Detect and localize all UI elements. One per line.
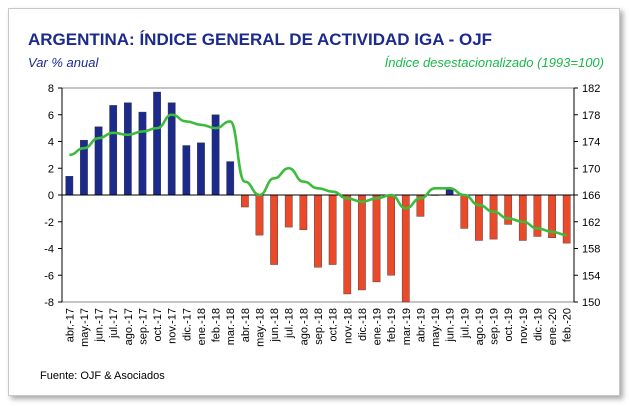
x-axis-tick-label: ago.-18 <box>298 308 310 345</box>
bar <box>299 194 308 230</box>
chart-frame <box>8 8 620 396</box>
x-axis-tick-label: abr.-19 <box>415 308 427 342</box>
left-axis-tick-label: -2 <box>44 217 54 229</box>
bar <box>138 111 147 196</box>
bar <box>314 194 322 268</box>
bar <box>387 194 396 276</box>
left-axis-tick-label: 0 <box>48 190 54 202</box>
index-line <box>69 113 567 237</box>
bar <box>401 194 410 303</box>
x-axis-tick-label: ene.-19 <box>372 308 384 345</box>
bar <box>518 194 527 241</box>
bar <box>255 194 264 236</box>
bar <box>153 91 161 196</box>
x-axis-tick-label: sep.-17 <box>137 308 149 345</box>
x-axis-tick-label: feb.-18 <box>211 308 223 342</box>
bar <box>65 176 74 196</box>
left-axis-tick-label: -4 <box>44 244 54 256</box>
source-note: Fuente: OJF & Asociados <box>40 370 165 382</box>
left-axis-tick-label: -6 <box>44 270 54 282</box>
left-axis-tick-label: -8 <box>44 297 54 309</box>
bar <box>109 105 118 196</box>
x-axis-tick-label: feb.-19 <box>386 308 398 342</box>
x-axis-tick-label: abr.-17 <box>64 308 76 342</box>
right-axis-subtitle: Índice desestacionalizado (1993=100) <box>384 55 604 70</box>
bar <box>123 102 132 196</box>
x-axis-tick-label: may.-19 <box>430 308 442 347</box>
bar <box>328 194 337 265</box>
left-axis-tick-label: 8 <box>48 83 54 95</box>
right-axis-tick-label: 178 <box>582 110 600 122</box>
x-axis-tick-label: mar.-18 <box>225 308 237 345</box>
x-axis-tick-label: feb.-20 <box>562 308 574 342</box>
x-axis-tick-label: ago.-17 <box>123 308 135 345</box>
left-axis-tick-label: 6 <box>48 110 54 122</box>
x-axis-tick-label: jul.-17 <box>108 308 120 339</box>
x-axis-tick-label: jul.-18 <box>284 308 296 339</box>
bar <box>343 194 352 295</box>
x-axis-tick-label: oct.-18 <box>328 308 340 342</box>
bar <box>240 194 249 208</box>
bar <box>533 194 542 237</box>
right-axis-tick-label: 162 <box>582 217 600 229</box>
x-axis-tick-label: jun.-17 <box>94 308 106 343</box>
x-axis-tick-label: oct.-19 <box>503 308 515 342</box>
x-axis-tick-label: mar.-19 <box>401 308 413 345</box>
x-axis-tick-label: ene.-18 <box>196 308 208 345</box>
x-axis-tick-label: dic.-18 <box>357 308 369 341</box>
right-axis-tick-label: 170 <box>582 163 600 175</box>
x-axis-tick-label: jun.-18 <box>269 308 281 343</box>
left-axis-tick-label: 4 <box>48 137 54 149</box>
right-axis-tick-label: 166 <box>582 190 600 202</box>
bar <box>197 142 205 196</box>
x-axis-tick-label: nov.-18 <box>342 308 354 344</box>
x-axis-tick-label: nov.-19 <box>518 308 530 344</box>
bar <box>284 194 293 228</box>
x-axis-tick-label: ago.-19 <box>474 308 486 345</box>
bar <box>475 194 483 241</box>
x-axis-tick-label: dic.-17 <box>181 308 193 341</box>
x-axis-tick-label: sep.-18 <box>313 308 325 345</box>
x-axis-tick-label: jul.-19 <box>459 308 471 339</box>
bar <box>504 194 513 225</box>
x-axis-tick-label: jun.-19 <box>445 308 457 343</box>
x-axis-tick-label: sep.-19 <box>489 308 501 345</box>
x-axis-tick-label: ene.-20 <box>547 308 559 345</box>
left-axis-subtitle: Var % anual <box>28 55 99 70</box>
x-axis-tick-label: abr.-18 <box>240 308 252 342</box>
right-axis-tick-label: 154 <box>582 270 600 282</box>
chart-title: ARGENTINA: ÍNDICE GENERAL DE ACTIVIDAD I… <box>28 30 493 49</box>
bar <box>489 194 498 240</box>
x-axis-tick-label: dic.-19 <box>532 308 544 341</box>
bar <box>226 161 235 196</box>
right-axis-tick-label: 150 <box>582 297 600 309</box>
bar <box>270 194 278 265</box>
left-axis-tick-label: 2 <box>48 163 54 175</box>
x-axis-tick-label: may.-17 <box>79 308 91 347</box>
x-axis-tick-label: nov.-17 <box>167 308 179 344</box>
right-axis-tick-label: 182 <box>582 83 600 95</box>
bar <box>460 194 469 229</box>
bar <box>358 194 366 291</box>
bar <box>372 194 381 283</box>
x-axis-tick-label: may.-18 <box>254 308 266 347</box>
right-axis-tick-label: 158 <box>582 244 600 256</box>
right-axis-tick-label: 174 <box>582 137 600 149</box>
bar <box>182 145 191 196</box>
x-axis-tick-label: oct.-17 <box>152 308 164 342</box>
